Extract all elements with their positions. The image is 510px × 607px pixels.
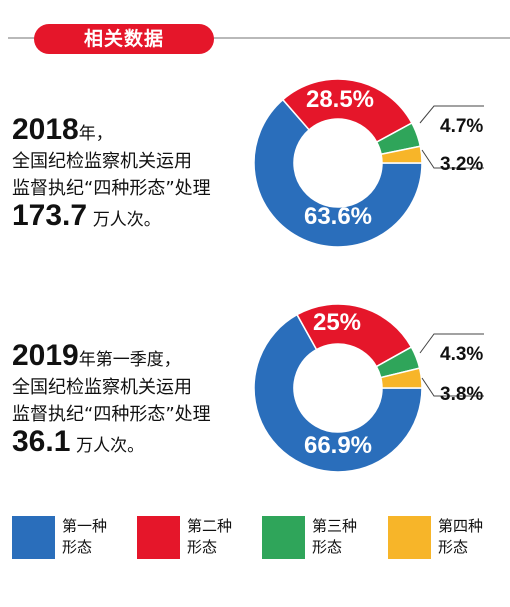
- leader-line-3: [419, 333, 484, 354]
- slice-label-3: 4.3%: [440, 344, 483, 365]
- legend: 第一种形态 第二种形态 第三种形态 第四种形态: [0, 516, 510, 566]
- slice-label-3: 4.7%: [440, 116, 483, 137]
- total-unit: 万人次。: [76, 436, 145, 456]
- donut-charts: 63.6% 28.5% 4.7% 3.2% 66.9% 25% 4.3% 3.8%: [253, 78, 484, 473]
- legend-label-line2: 形态: [187, 538, 218, 556]
- legend-label-line2: 形态: [312, 538, 343, 556]
- slice-label-1: 66.9%: [304, 432, 372, 459]
- donut-slice-1: [253, 98, 423, 248]
- block-2019-text: 2019年第一季度， 全国纪检监察机关运用 监督执纪“四种形态”处理 36.1 …: [12, 339, 211, 460]
- total-value: 173.7: [12, 199, 88, 232]
- donut-slice-2: [296, 303, 413, 368]
- legend-label-line1: 第三种: [312, 517, 358, 535]
- description-line-1: 全国纪检监察机关运用: [12, 377, 192, 398]
- year-label: 2019: [12, 339, 79, 372]
- header-divider: [8, 37, 510, 39]
- leader-line-4: [421, 149, 484, 169]
- section-title: 相关数据: [34, 24, 214, 54]
- donut-chart-2018: 63.6% 28.5% 4.7% 3.2%: [253, 78, 484, 248]
- legend-label-line2: 形态: [438, 538, 469, 556]
- leader-line-3: [419, 105, 484, 124]
- donut-chart-2019: 66.9% 25% 4.3% 3.8%: [253, 303, 484, 473]
- leader-line-4: [421, 377, 484, 397]
- legend-label-line1: 第四种: [438, 517, 484, 535]
- total-unit: 万人次。: [92, 210, 161, 230]
- description-line-2: 监督执纪“四种形态”处理: [12, 404, 211, 425]
- slice-label-4: 3.2%: [440, 154, 483, 175]
- slice-label-1: 63.6%: [304, 203, 372, 230]
- legend-swatch: [137, 516, 180, 559]
- total-value: 36.1: [12, 425, 71, 458]
- description-line-2: 监督执纪“四种形态”处理: [12, 178, 211, 199]
- legend-swatch: [262, 516, 305, 559]
- slice-label-2: 25%: [313, 309, 361, 336]
- legend-label-line1: 第一种: [62, 517, 108, 535]
- legend-swatch: [388, 516, 431, 559]
- year-label: 2018: [12, 113, 79, 146]
- legend-label-line2: 形态: [62, 538, 93, 556]
- block-2018-text: 2018年， 全国纪检监察机关运用 监督执纪“四种形态”处理 173.7 万人次…: [12, 113, 211, 234]
- description-line-1: 全国纪检监察机关运用: [12, 151, 192, 172]
- year-suffix: 年，: [78, 124, 113, 144]
- donut-slice-2: [281, 78, 413, 144]
- slice-label-4: 3.8%: [440, 384, 483, 405]
- legend-label-line1: 第二种: [187, 517, 233, 535]
- donut-slice-4: [379, 367, 423, 389]
- year-suffix: 年第一季度，: [78, 350, 181, 370]
- slice-label-2: 28.5%: [306, 86, 374, 113]
- legend-swatch: [12, 516, 55, 559]
- donut-slice-4: [380, 145, 423, 164]
- donut-slice-1: [253, 313, 423, 473]
